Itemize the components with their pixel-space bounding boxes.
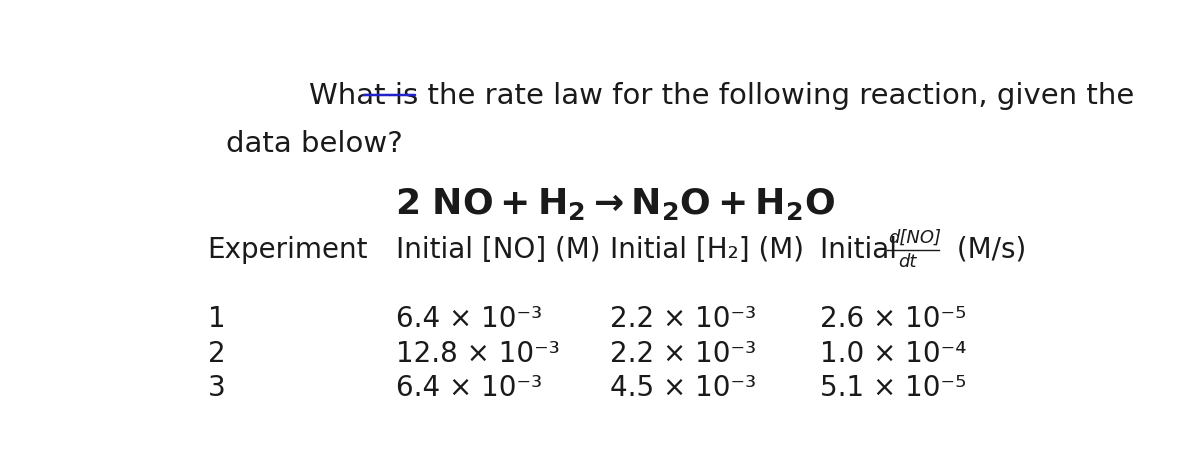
- Text: Initial: Initial: [820, 236, 906, 264]
- Text: What is the rate law for the following reaction, given the: What is the rate law for the following r…: [310, 82, 1134, 110]
- Text: 3: 3: [208, 374, 226, 402]
- Text: Initial [NO] (M): Initial [NO] (M): [396, 236, 601, 264]
- Text: data below?: data below?: [227, 130, 403, 158]
- Text: 1.0 × 10⁻⁴: 1.0 × 10⁻⁴: [820, 340, 966, 368]
- Text: 6.4 × 10⁻³: 6.4 × 10⁻³: [396, 305, 542, 333]
- Text: 1: 1: [208, 305, 226, 333]
- Text: 5.1 × 10⁻⁵: 5.1 × 10⁻⁵: [820, 374, 966, 402]
- Text: 2.6 × 10⁻⁵: 2.6 × 10⁻⁵: [820, 305, 966, 333]
- Text: $\mathbf{2\ NO + H_2 \rightarrow N_2O + H_2O}$: $\mathbf{2\ NO + H_2 \rightarrow N_2O + …: [395, 186, 835, 222]
- Text: 2: 2: [208, 340, 226, 368]
- Text: Initial [H₂] (M): Initial [H₂] (M): [611, 236, 804, 264]
- Text: 4.5 × 10⁻³: 4.5 × 10⁻³: [611, 374, 756, 402]
- Text: dt: dt: [899, 253, 917, 271]
- Text: Experiment: Experiment: [208, 236, 368, 264]
- Text: (M/s): (M/s): [948, 236, 1026, 264]
- Text: 2.2 × 10⁻³: 2.2 × 10⁻³: [611, 305, 756, 333]
- Text: d[NO]: d[NO]: [888, 228, 942, 246]
- Text: 12.8 × 10⁻³: 12.8 × 10⁻³: [396, 340, 560, 368]
- Text: 2.2 × 10⁻³: 2.2 × 10⁻³: [611, 340, 756, 368]
- Text: 6.4 × 10⁻³: 6.4 × 10⁻³: [396, 374, 542, 402]
